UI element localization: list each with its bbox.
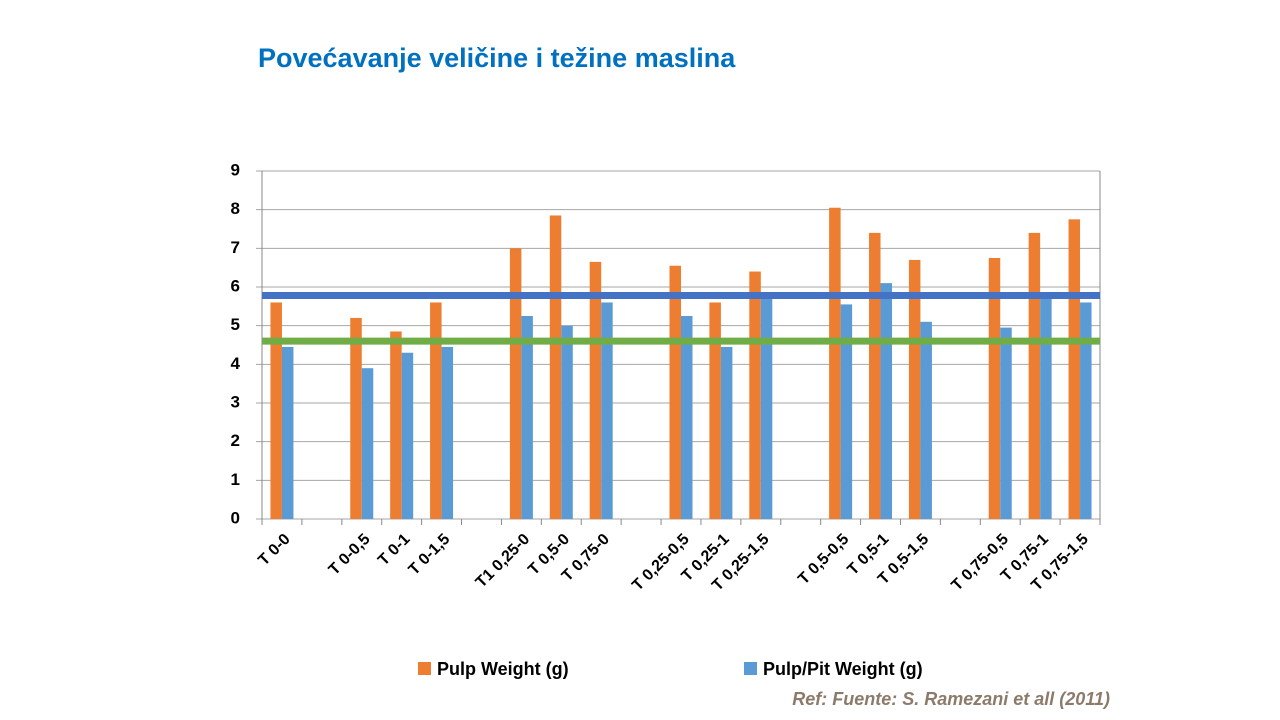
bar xyxy=(601,302,613,519)
y-tick-label: 6 xyxy=(231,276,240,295)
y-tick-label: 7 xyxy=(231,238,240,257)
bar xyxy=(1080,302,1092,519)
bar xyxy=(390,331,402,519)
bar xyxy=(430,302,442,519)
bar xyxy=(669,265,681,519)
y-tick-label: 0 xyxy=(231,508,240,527)
bar xyxy=(920,321,932,519)
bar xyxy=(1028,232,1041,519)
bar xyxy=(509,248,522,520)
x-tick-label: T 0,25-0,5 xyxy=(629,531,693,595)
y-tick-label: 4 xyxy=(231,354,241,373)
bar xyxy=(350,317,362,519)
y-tick-label: 9 xyxy=(231,160,240,179)
y-tick-label: 1 xyxy=(231,470,240,489)
bar xyxy=(880,283,893,519)
bar xyxy=(281,346,294,519)
bar xyxy=(869,232,881,519)
slide-title: Povećavanje veličine i težine maslina xyxy=(258,43,736,73)
legend-label: Pulp Weight (g) xyxy=(437,659,569,679)
x-tick-label: T 0,5-0,5 xyxy=(795,531,852,588)
bar xyxy=(589,261,602,519)
bar xyxy=(521,316,533,519)
x-tick-label: T 0-0 xyxy=(255,531,294,570)
y-tick-label: 2 xyxy=(231,431,240,450)
bar xyxy=(441,346,454,519)
bar xyxy=(401,352,414,519)
y-tick-label: 8 xyxy=(231,199,240,218)
bar xyxy=(720,346,733,519)
bar xyxy=(549,215,562,519)
bar xyxy=(760,294,773,519)
y-tick-label: 5 xyxy=(231,315,240,334)
bar xyxy=(908,259,921,519)
x-tick-label: T 0,75-0,5 xyxy=(948,531,1012,595)
bar xyxy=(361,368,374,519)
y-tick-label: 3 xyxy=(231,392,240,411)
bar xyxy=(829,207,841,519)
bar xyxy=(681,316,693,519)
legend-swatch xyxy=(744,662,757,675)
legend-label: Pulp/Pit Weight (g) xyxy=(763,659,923,679)
bar xyxy=(1000,327,1012,519)
bar xyxy=(840,304,853,519)
bar xyxy=(561,325,573,519)
x-tick-label: T 0-1,5 xyxy=(406,531,454,579)
x-tick-label: T1 0,25-0 xyxy=(473,531,534,592)
bar xyxy=(988,258,1001,519)
bar xyxy=(1040,296,1052,519)
reference-note: Ref: Fuente: S. Ramezani et all (2011) xyxy=(792,689,1110,709)
legend-swatch xyxy=(418,662,431,675)
x-tick-label: T 0-0,5 xyxy=(326,531,374,579)
bar xyxy=(709,302,721,519)
bar xyxy=(1068,219,1081,520)
bar xyxy=(270,302,282,519)
bar xyxy=(749,271,761,519)
